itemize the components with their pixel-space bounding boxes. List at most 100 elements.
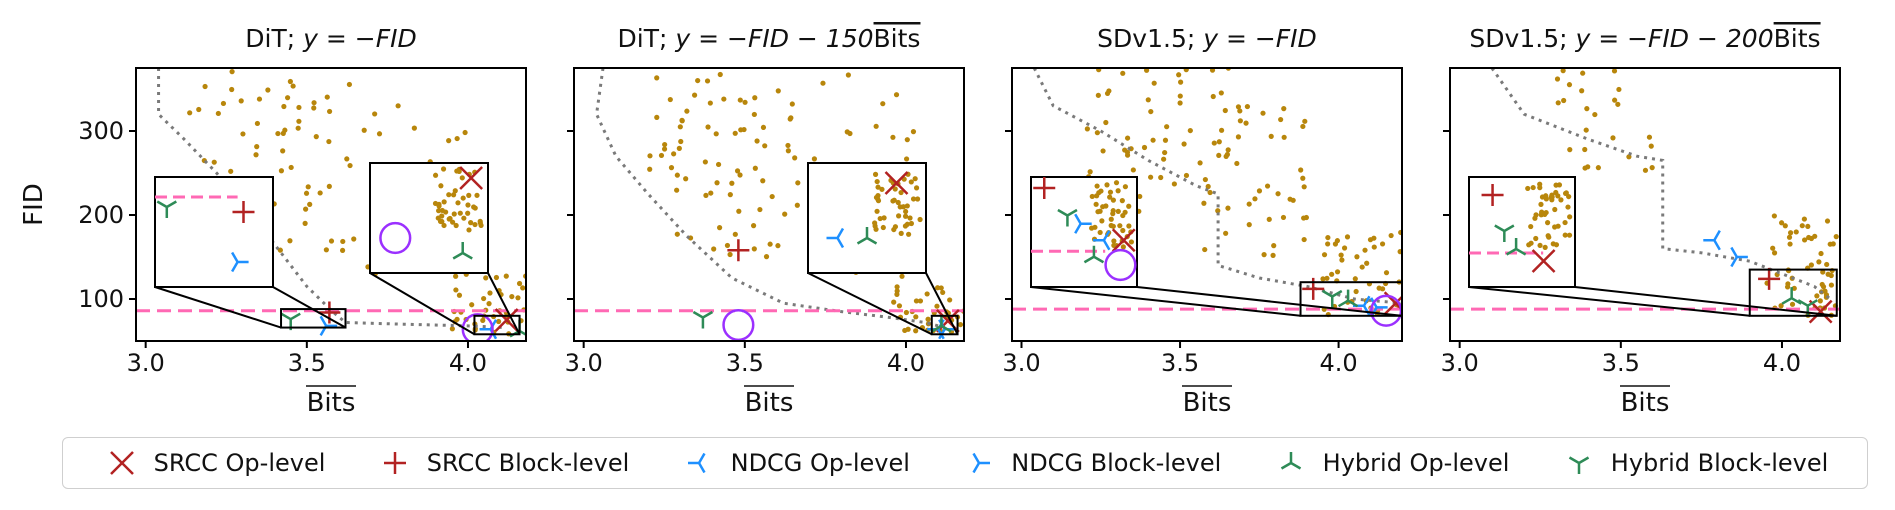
scatter-point (1388, 232, 1394, 239)
scatter-point (892, 224, 899, 230)
marker-tri-down (692, 310, 714, 329)
x-tick-label: 3.0 (565, 349, 603, 377)
x-tick-label: 3.5 (1602, 349, 1640, 377)
scatter-point (1791, 285, 1797, 291)
marker-tri-down (156, 200, 177, 218)
scatter-point (713, 131, 719, 137)
scatter-point (376, 131, 383, 137)
scatter-point (769, 193, 775, 200)
scatter-point (303, 206, 309, 212)
zoom-connector (272, 286, 346, 329)
scatter-point (661, 146, 668, 152)
scatter-point (762, 143, 768, 149)
zoom-connector (1574, 286, 1837, 317)
scatter-point (1183, 172, 1190, 179)
scatter-point (1235, 104, 1242, 110)
scatter-point (1830, 241, 1836, 247)
scatter-point (1275, 191, 1281, 197)
marker-tri-down (1568, 456, 1589, 474)
scatter-point (899, 273, 905, 279)
scatter-point (1150, 137, 1156, 143)
scatter-point (228, 168, 234, 174)
scatter-point (1302, 118, 1308, 124)
x-tick-label: 4.0 (1319, 349, 1357, 377)
scatter-point (1303, 214, 1310, 221)
scatter-point (438, 183, 444, 189)
scatter-point (1108, 222, 1114, 229)
zoom-connector (807, 272, 933, 336)
legend-item: SRCC Op-level (102, 448, 325, 478)
scatter-point (903, 208, 909, 215)
scatter-point (668, 165, 675, 171)
scatter-point (924, 291, 930, 297)
scatter-point (324, 94, 330, 100)
scatter-point (1616, 86, 1622, 93)
scatter-point (1092, 224, 1098, 230)
x-axis-label: Bits (745, 388, 794, 418)
scatter-point (654, 75, 660, 81)
scatter-point (1246, 222, 1252, 228)
scatter-point (1359, 264, 1365, 270)
scatter-point (683, 176, 689, 182)
scatter-point (736, 208, 742, 214)
scatter-point (1280, 214, 1287, 221)
scatter-point (1615, 101, 1621, 107)
marker-tri-down (1494, 224, 1515, 242)
zoom-connector (1468, 286, 1750, 317)
scatter-point (1201, 200, 1207, 206)
scatter-point (1802, 237, 1808, 243)
scatter-point (1562, 232, 1568, 238)
marker-tri-right (1074, 213, 1092, 234)
scatter-point (1818, 250, 1824, 257)
scatter-point (1820, 284, 1827, 290)
scatter-point (1549, 194, 1555, 200)
scatter-point (913, 298, 920, 304)
scatter-point (908, 220, 915, 227)
scatter-point (1543, 193, 1549, 199)
scatter-point (285, 95, 291, 101)
scatter-point (344, 156, 350, 162)
inset-frame (154, 176, 274, 288)
subplot-2: 3.0 3.5 4.0 Bits DiT; y = −FID − 150Bits (565, 24, 965, 418)
scatter-point (1555, 100, 1561, 106)
scatter-point (647, 166, 653, 172)
scatter-point (734, 168, 741, 174)
scatter-point (674, 231, 680, 237)
scatter-point (1219, 127, 1225, 133)
scatter-point (678, 138, 684, 145)
scatter-point (253, 152, 259, 158)
scatter-point (907, 215, 913, 221)
scatter-point (647, 153, 653, 159)
scatter-point (957, 321, 964, 328)
scatter-point (1223, 230, 1229, 236)
y-tick-label: 200 (78, 201, 124, 229)
scatter-point (446, 192, 452, 198)
scatter-point (465, 202, 471, 208)
scatter-point (1161, 156, 1167, 162)
scatter-point (940, 289, 946, 296)
scatter-point (451, 192, 457, 198)
scatter-point (317, 190, 323, 196)
scatter-point (732, 231, 738, 237)
scatter-point (1583, 127, 1589, 133)
scatter-point (1126, 203, 1132, 209)
scatter-point (1649, 165, 1655, 171)
scatter-point (196, 106, 202, 113)
scatter-point (1120, 227, 1126, 234)
scatter-point (1268, 133, 1274, 139)
scatter-point (328, 238, 335, 244)
scatter-point (1266, 216, 1272, 222)
zoom-connector (1136, 286, 1403, 317)
scatter-point (881, 215, 887, 221)
marker-plus (318, 301, 341, 324)
legend-item: Hybrid Op-level (1271, 448, 1509, 478)
scatter-point (1110, 208, 1116, 214)
scatter-point (684, 108, 690, 114)
marker-tri-up (1781, 287, 1802, 305)
scatter-point (441, 222, 447, 229)
scatter-point (1137, 193, 1143, 200)
legend-marker-icon (109, 451, 134, 475)
scatter-point (1211, 140, 1217, 146)
scatter-point (914, 196, 921, 202)
scatter-point (947, 297, 953, 303)
